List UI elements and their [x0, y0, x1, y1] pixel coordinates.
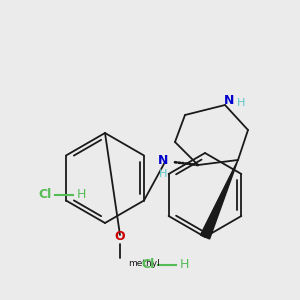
Text: H: H	[159, 169, 167, 179]
Text: H: H	[237, 98, 245, 108]
Text: Cl: Cl	[38, 188, 52, 202]
Text: H: H	[76, 188, 86, 202]
Text: Cl: Cl	[141, 259, 154, 272]
Text: N: N	[158, 154, 168, 166]
Text: H: H	[179, 259, 189, 272]
Text: O: O	[115, 230, 125, 244]
Text: N: N	[224, 94, 234, 107]
Polygon shape	[200, 160, 238, 239]
Text: methyl: methyl	[128, 259, 160, 268]
